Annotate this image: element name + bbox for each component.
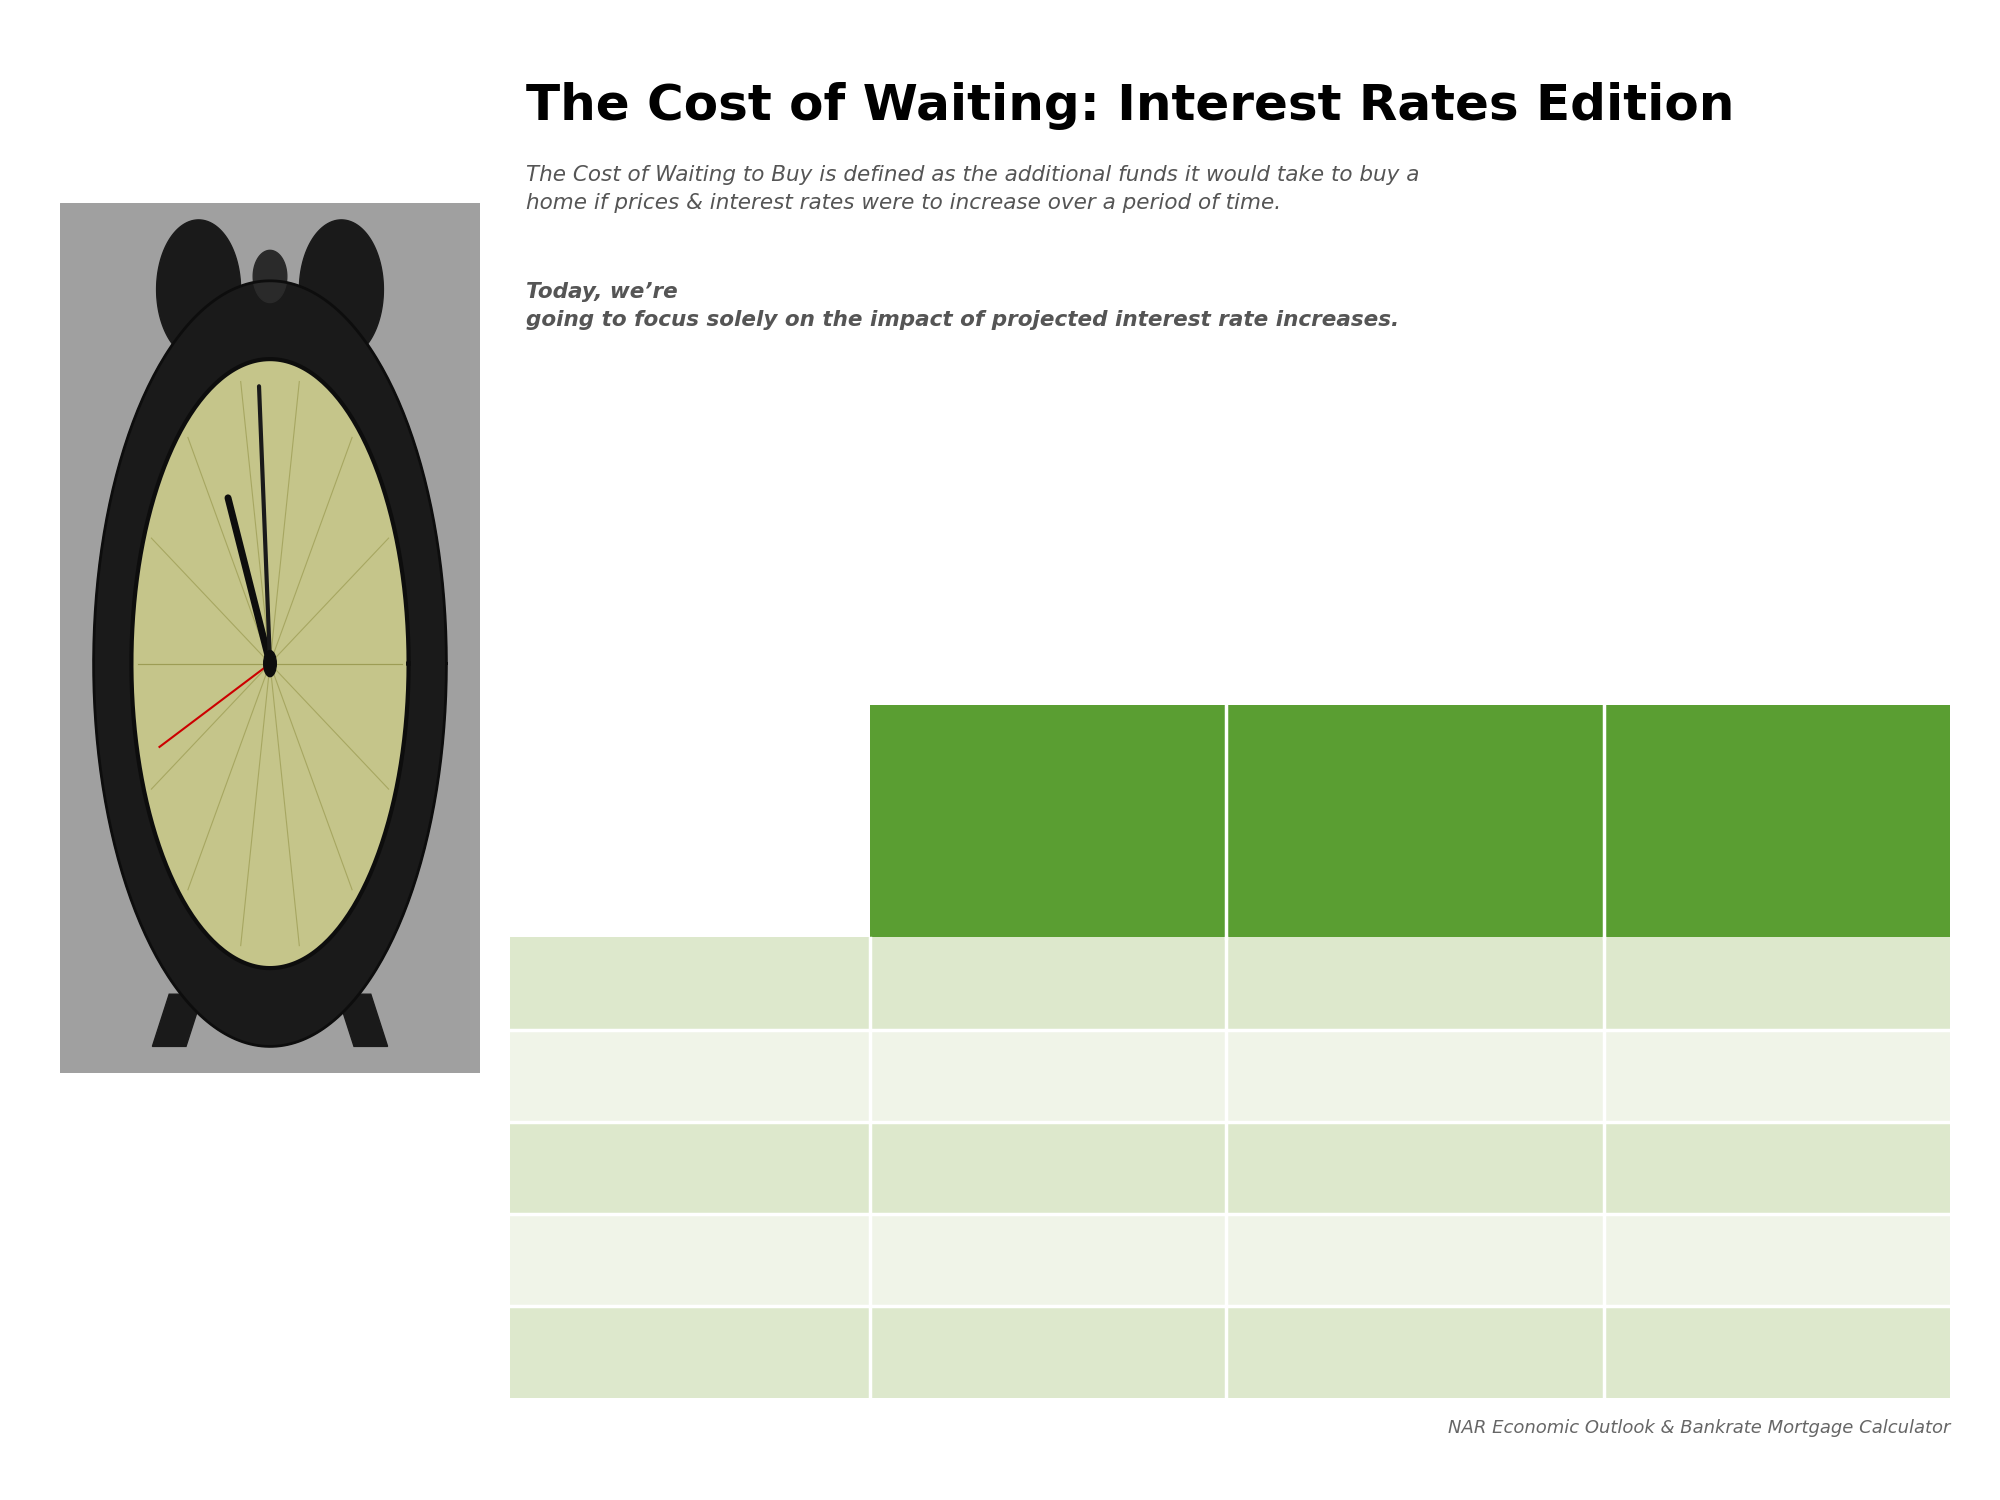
- Text: $1,296.59: $1,296.59: [1320, 1058, 1510, 1094]
- Text: 4.6%: 4.6%: [1000, 966, 1096, 1002]
- Text: $14.98: $14.98: [1694, 1054, 1860, 1096]
- Text: $1,326.82: $1,326.82: [1320, 1242, 1510, 1278]
- Polygon shape: [132, 358, 408, 968]
- Text: 4.7%: 4.7%: [1000, 1058, 1096, 1094]
- Text: Q1 2019: Q1 2019: [602, 1242, 778, 1278]
- Text: 5.1%: 5.1%: [1000, 1334, 1096, 1370]
- Text: $30.05: $30.05: [1694, 1146, 1860, 1188]
- Text: -: -: [1770, 963, 1784, 1005]
- Text: $75.76: $75.76: [1694, 1330, 1860, 1372]
- Polygon shape: [156, 220, 240, 358]
- Circle shape: [264, 651, 276, 676]
- Text: Q3 2018: Q3 2018: [602, 1058, 778, 1094]
- Polygon shape: [254, 251, 286, 303]
- Text: 4.8%: 4.8%: [1000, 1149, 1096, 1185]
- Text: The Cost of Waiting to Buy is defined as the additional funds it would take to b: The Cost of Waiting to Buy is defined as…: [526, 165, 1420, 213]
- Text: $1,357.37: $1,357.37: [1320, 1334, 1510, 1370]
- Text: Cost of Waiting per
month for every
$250,000 you borrow: Cost of Waiting per month for every $250…: [1626, 776, 1928, 867]
- Text: Today’s Rate: Today’s Rate: [556, 966, 824, 1002]
- Text: Average for
2019: Average for 2019: [566, 1311, 814, 1392]
- Polygon shape: [300, 220, 384, 358]
- Text: The Cost of Waiting: Interest Rates Edition: The Cost of Waiting: Interest Rates Edit…: [526, 82, 1734, 130]
- Polygon shape: [338, 994, 388, 1047]
- Text: 4.9%: 4.9%: [1000, 1242, 1096, 1278]
- Text: Projected
Interest Rate: Projected Interest Rate: [954, 792, 1142, 850]
- Text: NAR Economic Outlook & Bankrate Mortgage Calculator: NAR Economic Outlook & Bankrate Mortgage…: [1448, 1419, 1950, 1437]
- Text: $1,311.66: $1,311.66: [1320, 1149, 1510, 1185]
- Text: $1,281.61: $1,281.61: [1320, 966, 1510, 1002]
- Polygon shape: [60, 202, 480, 1072]
- Polygon shape: [94, 280, 446, 1047]
- Polygon shape: [152, 994, 202, 1047]
- Text: Q4 2018: Q4 2018: [602, 1149, 778, 1185]
- Text: Today, we’re
going to focus solely on the impact of projected interest rate incr: Today, we’re going to focus solely on th…: [526, 282, 1400, 330]
- Text: $45.21: $45.21: [1694, 1239, 1860, 1281]
- Text: Monthly Mortgage
Payment for
$250,000 Loan: Monthly Mortgage Payment for $250,000 Lo…: [1286, 776, 1544, 867]
